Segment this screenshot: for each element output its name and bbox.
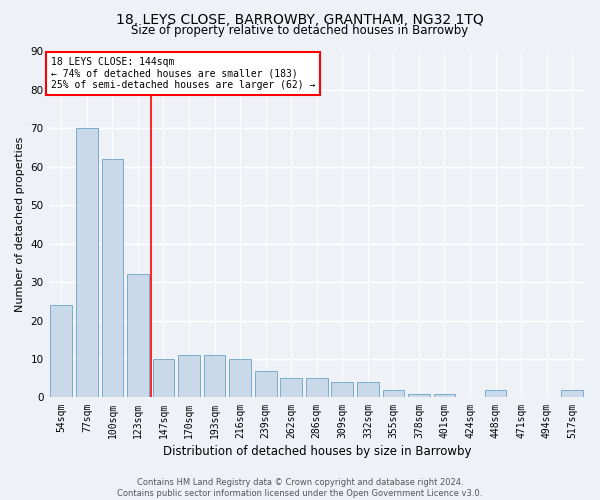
Bar <box>101 159 123 398</box>
Text: Size of property relative to detached houses in Barrowby: Size of property relative to detached ho… <box>131 24 469 37</box>
Bar <box>434 394 455 398</box>
Bar <box>280 378 302 398</box>
Bar <box>255 370 277 398</box>
Bar <box>127 274 149 398</box>
Bar <box>50 305 72 398</box>
Bar <box>485 390 506 398</box>
Bar <box>229 359 251 398</box>
Y-axis label: Number of detached properties: Number of detached properties <box>15 137 25 312</box>
X-axis label: Distribution of detached houses by size in Barrowby: Distribution of detached houses by size … <box>163 444 471 458</box>
Bar <box>357 382 379 398</box>
Bar <box>331 382 353 398</box>
Text: Contains HM Land Registry data © Crown copyright and database right 2024.
Contai: Contains HM Land Registry data © Crown c… <box>118 478 482 498</box>
Bar <box>76 128 98 398</box>
Text: 18, LEYS CLOSE, BARROWBY, GRANTHAM, NG32 1TQ: 18, LEYS CLOSE, BARROWBY, GRANTHAM, NG32… <box>116 12 484 26</box>
Bar <box>204 355 226 398</box>
Bar <box>383 390 404 398</box>
Bar <box>152 359 175 398</box>
Bar <box>562 390 583 398</box>
Text: 18 LEYS CLOSE: 144sqm
← 74% of detached houses are smaller (183)
25% of semi-det: 18 LEYS CLOSE: 144sqm ← 74% of detached … <box>51 56 316 90</box>
Bar <box>306 378 328 398</box>
Bar <box>178 355 200 398</box>
Bar <box>408 394 430 398</box>
